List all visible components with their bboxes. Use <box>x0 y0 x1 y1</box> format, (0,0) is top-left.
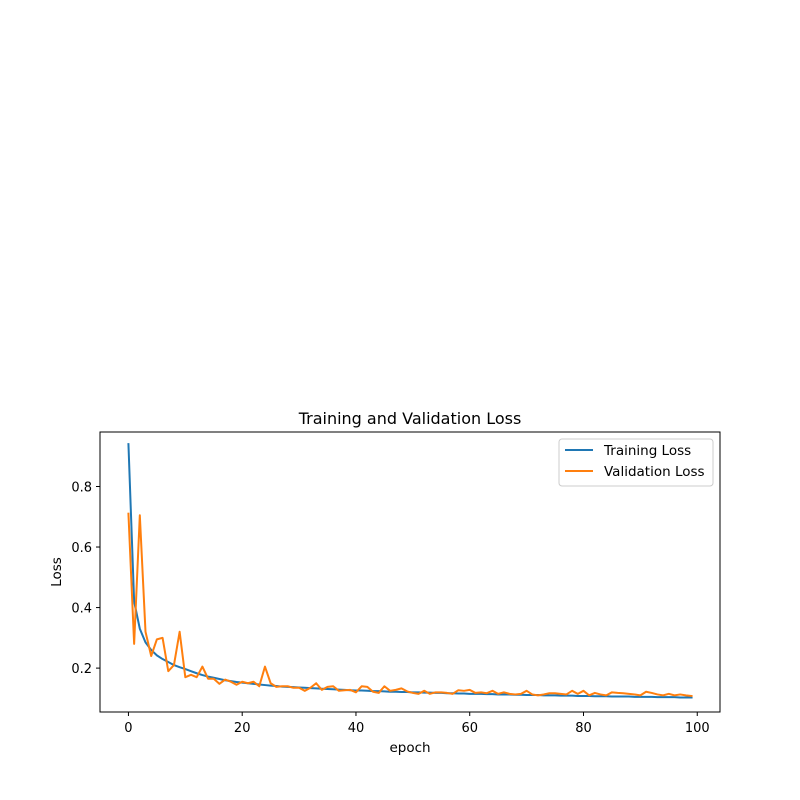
x-tick-label: 20 <box>234 721 251 736</box>
x-tick-label: 40 <box>348 721 365 736</box>
y-axis: 0.2 0.4 0.6 0.8 <box>71 480 100 677</box>
x-tick-label: 0 <box>124 721 132 736</box>
series-line-validation <box>127 512 693 698</box>
y-tick-label: 0.2 <box>71 662 92 677</box>
x-tick-label: 80 <box>575 721 592 736</box>
y-tick-label: 0.6 <box>71 541 92 556</box>
x-axis: 0 20 40 60 80 100 <box>124 712 710 736</box>
legend-label-validation: Validation Loss <box>604 464 705 480</box>
x-axis-label: epoch <box>389 740 430 756</box>
legend: Training Loss Validation Loss <box>558 438 714 487</box>
axes-frame <box>99 431 721 713</box>
chart-title: Training and Validation Loss <box>298 409 522 428</box>
x-tick-label: 60 <box>461 721 478 736</box>
y-tick-label: 0.8 <box>71 480 92 495</box>
legend-label-training: Training Loss <box>603 443 691 459</box>
legend-box <box>558 438 714 487</box>
series-layer <box>127 443 693 699</box>
y-axis-label: Loss <box>49 557 65 587</box>
x-tick-label: 100 <box>685 721 710 736</box>
plot-area <box>99 431 721 713</box>
y-tick-label: 0.4 <box>71 602 92 617</box>
